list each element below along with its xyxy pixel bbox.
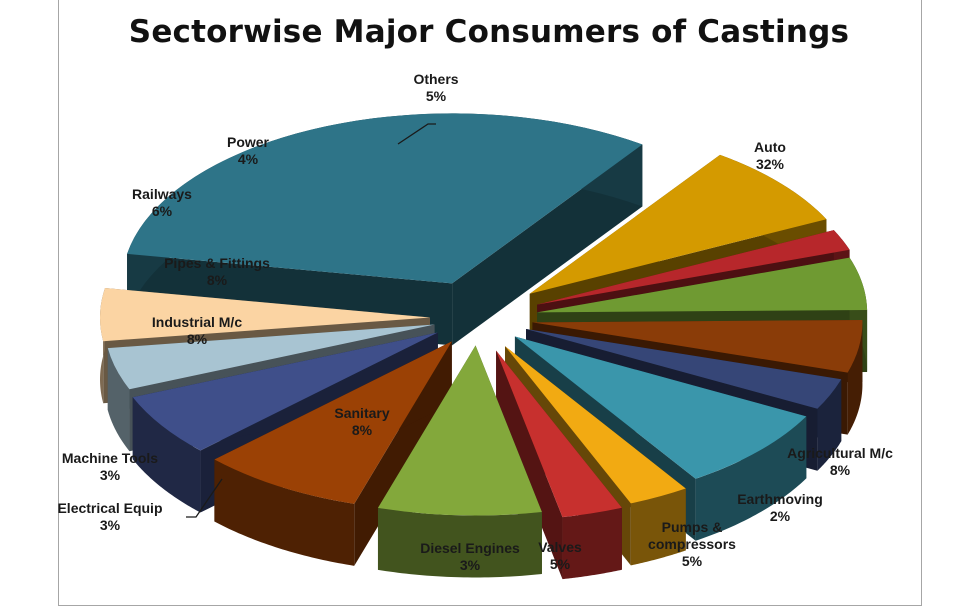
- slice-side-wall: [452, 144, 643, 346]
- slice-label: Valves 5%: [538, 539, 582, 572]
- pie-slice: [377, 345, 542, 578]
- slice-label: Railways 6%: [132, 186, 192, 219]
- slice-top: [537, 257, 868, 313]
- slice-label: Power 4%: [227, 134, 270, 167]
- slice-outer-wall: [817, 379, 842, 471]
- leader-line: [397, 123, 436, 145]
- slice-top: [132, 332, 438, 451]
- slice-top: [107, 324, 435, 390]
- slice-label: Sanitary 8%: [334, 405, 389, 438]
- slice-top: [377, 345, 542, 516]
- slice-top: [127, 113, 643, 284]
- slice-outer-wall: [132, 397, 201, 513]
- slice-outer-wall: [847, 319, 863, 435]
- slice-label: Others 5%: [413, 71, 458, 104]
- slice-outer-wall: [630, 488, 686, 566]
- slice-label: Industrial M/c 8%: [152, 314, 242, 347]
- slice-outer-wall: [562, 507, 622, 580]
- leader-line: [186, 478, 223, 518]
- slice-label: Auto 32%: [754, 139, 786, 172]
- slice-outer-wall: [214, 459, 355, 566]
- chart-frame: [58, 0, 922, 606]
- slice-label: Machine Tools 3%: [62, 450, 158, 483]
- slice-top: [100, 288, 431, 342]
- slice-label: Diesel Engines 3%: [420, 540, 520, 573]
- slice-label: Earthmoving 2%: [737, 491, 823, 524]
- slice-top: [529, 154, 827, 294]
- slice-outer-wall: [107, 348, 130, 452]
- slice-label: Pumps & compressors 5%: [648, 519, 736, 569]
- slice-top: [214, 341, 452, 504]
- slice-top: [532, 319, 863, 373]
- slice-side-wall: [496, 350, 563, 580]
- chart-title: Sectorwise Major Consumers of Castings: [128, 14, 850, 50]
- pie-slice: [496, 350, 622, 580]
- slice-label: Pipes & Fittings 8%: [164, 255, 270, 288]
- slice-label: Electrical Equip 3%: [57, 500, 162, 533]
- slice-top: [526, 328, 842, 409]
- slice-top: [537, 230, 850, 305]
- slice-top: [496, 350, 622, 518]
- slice-outer-wall: [377, 507, 542, 578]
- slice-top: [505, 346, 686, 504]
- slice-top: [514, 336, 807, 479]
- slice-label: Agricultural M/c 8%: [787, 445, 893, 478]
- slice-outer-wall: [695, 416, 807, 541]
